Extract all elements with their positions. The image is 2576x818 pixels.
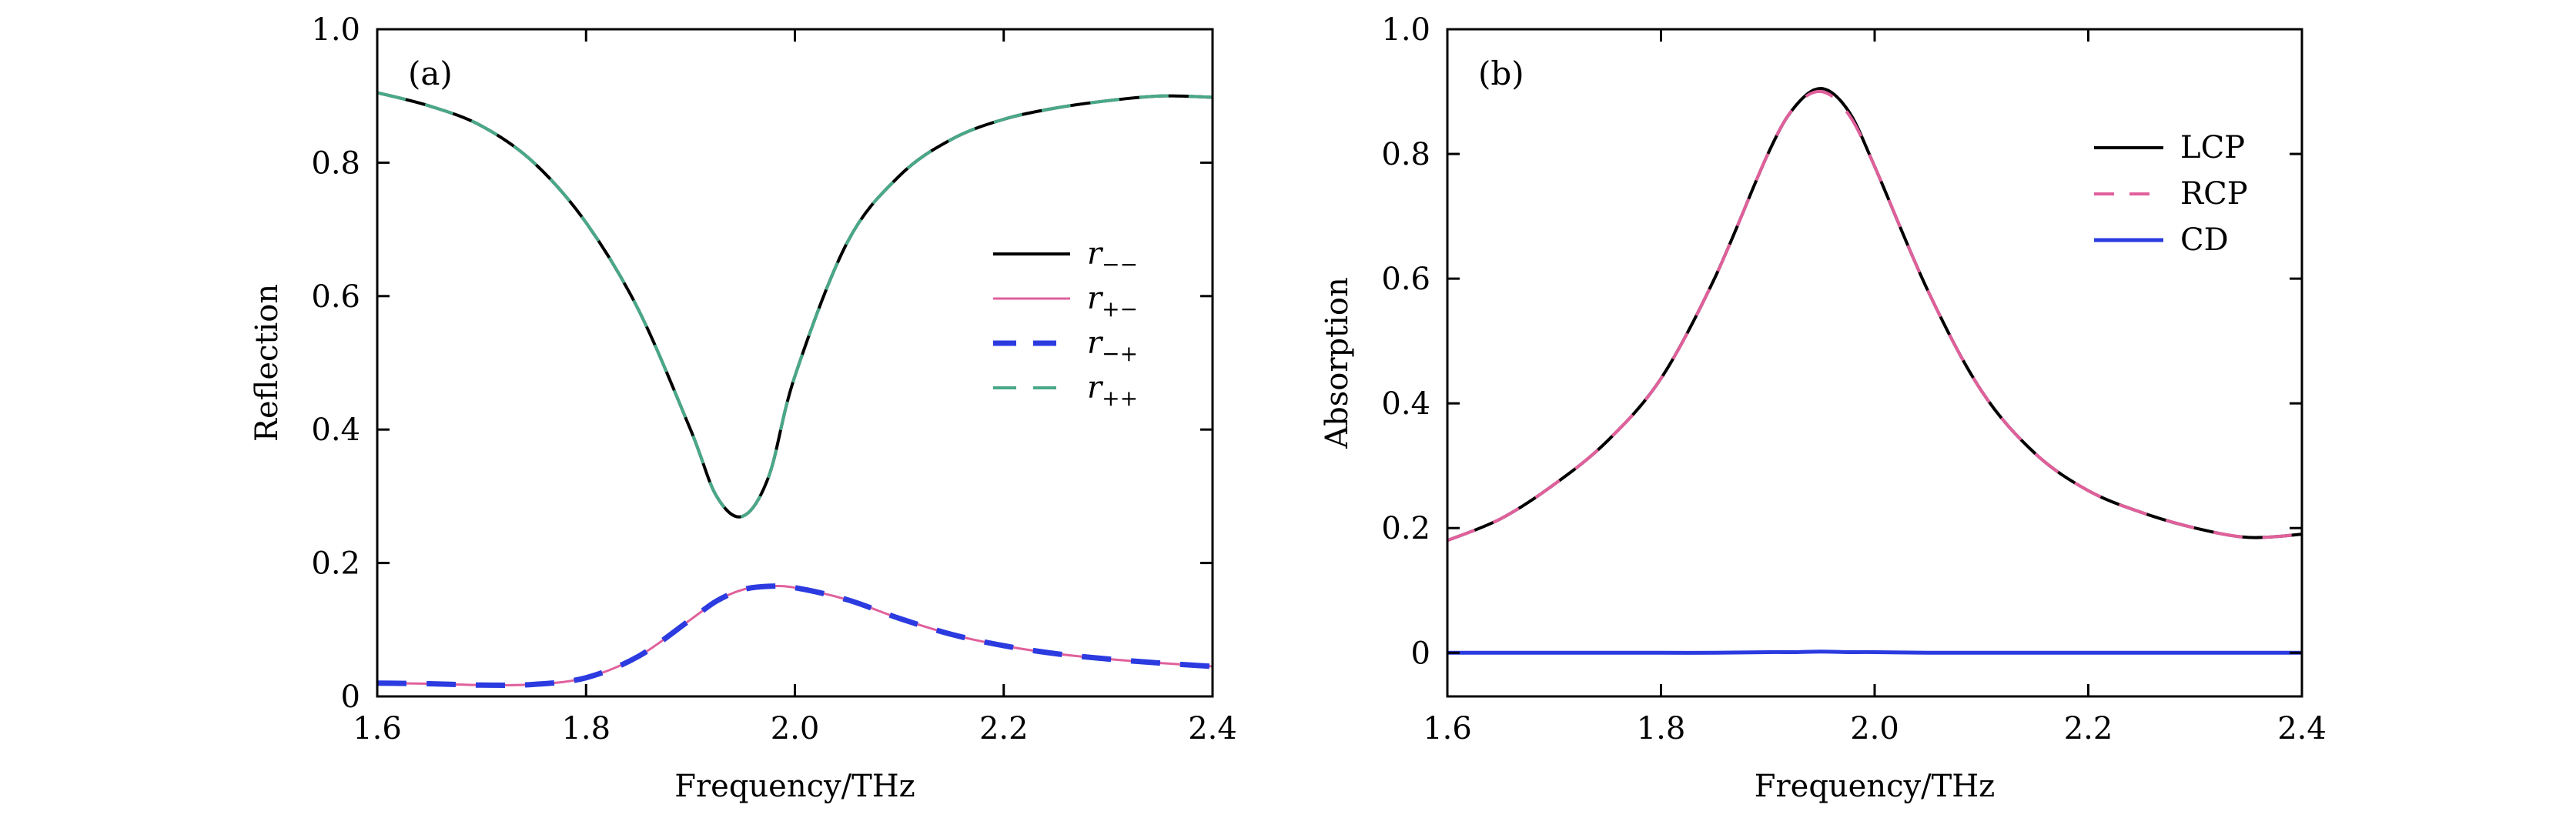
y-tick-label: 0.8 — [1381, 137, 1430, 172]
legend-label: r−− — [1087, 236, 1138, 277]
y-axis-label: Reflection — [249, 284, 285, 442]
legend-label: r++ — [1087, 370, 1138, 411]
x-tick-label: 1.8 — [561, 711, 611, 746]
legend-label: CD — [2180, 222, 2229, 258]
y-tick-label: 0 — [341, 679, 360, 715]
x-tick-label: 2.2 — [979, 711, 1029, 746]
x-tick-label: 2.0 — [771, 711, 820, 746]
x-tick-label: 1.8 — [1637, 711, 1686, 746]
series-line-r-pp — [377, 91, 1213, 519]
x-tick-label: 2.4 — [2277, 711, 2327, 746]
plot-frame — [376, 28, 1214, 698]
series-line-r-pm — [377, 585, 1213, 686]
series-line-lcp — [1447, 87, 2302, 543]
y-tick-label: 0.4 — [1381, 386, 1430, 422]
y-tick-label: 0.6 — [311, 279, 360, 315]
panel-label: (b) — [1478, 55, 1524, 92]
series-line-rcp — [1447, 89, 2302, 543]
series-line-r-mp — [377, 583, 1213, 688]
x-axis-label: Frequency/THz — [1755, 769, 1995, 804]
legend-label: RCP — [2180, 176, 2248, 212]
panel-label: (a) — [408, 55, 453, 92]
x-tick-label: 1.6 — [353, 711, 402, 746]
legend-label: LCP — [2180, 130, 2245, 165]
y-tick-label: 1.0 — [1381, 12, 1430, 48]
chart-panel-b: 1.6 1.8 2.0 2.2 2.4 0 0.2 0.4 0.6 0.8 1.0 Frequency… — [1320, 12, 2327, 804]
x-axis-label: Frequency/THz — [674, 769, 915, 804]
y-tick-label: 0.2 — [311, 546, 360, 582]
legend-label: r+− — [1087, 281, 1138, 322]
x-tick-label: 2.4 — [1188, 711, 1237, 746]
x-tick-label: 1.6 — [1423, 711, 1472, 746]
y-tick-label: 0.4 — [311, 412, 360, 448]
y-tick-label: 0 — [1411, 636, 1430, 671]
x-tick-label: 2.2 — [2064, 711, 2113, 746]
y-tick-label: 0.2 — [1381, 511, 1430, 546]
legend-label: r−+ — [1087, 326, 1138, 366]
y-tick-label: 0.6 — [1381, 262, 1430, 297]
chart-panel-a: 1.6 1.8 2.0 2.2 2.4 0 0.2 0.4 0.6 0.8 1.0 Frequency… — [249, 12, 1237, 804]
x-tick-label: 2.0 — [1850, 711, 1899, 746]
y-axis-label: Absorption — [1320, 277, 1355, 449]
series-line-cd — [1447, 649, 2302, 655]
y-tick-label: 0.8 — [311, 145, 360, 181]
plot-frame — [1446, 28, 2303, 698]
y-tick-label: 1.0 — [311, 12, 360, 48]
